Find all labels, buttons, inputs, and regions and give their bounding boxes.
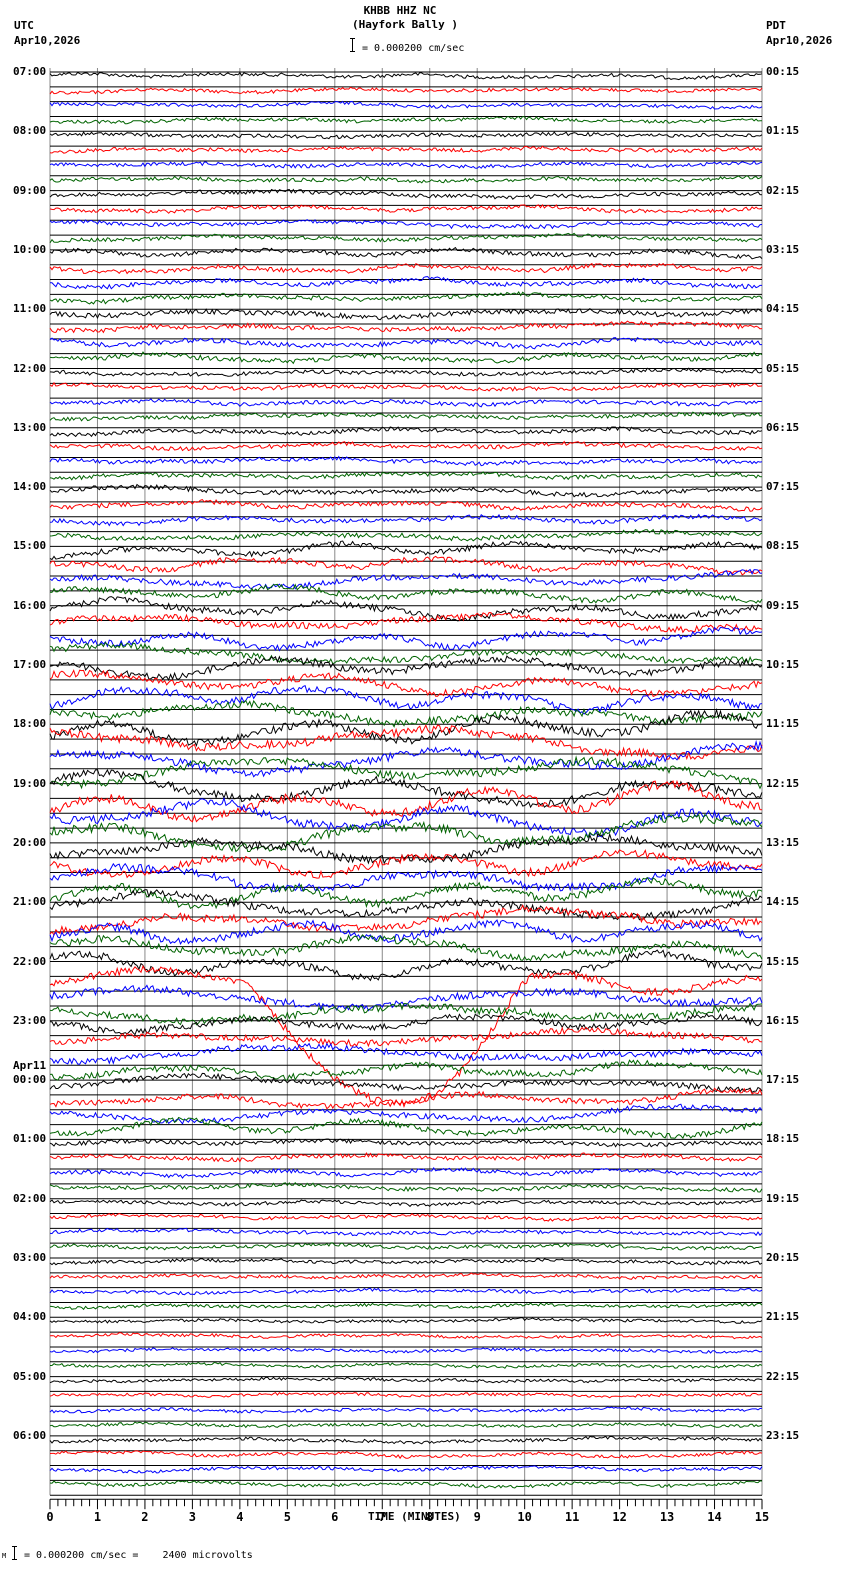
right-hour-label: 16:15	[766, 1013, 800, 1027]
left-hour-label: 07:00	[13, 65, 47, 78]
left-hour-label: 15:00	[13, 539, 47, 553]
right-hour-label: 19:15	[766, 1191, 800, 1205]
scale-text: = 0.000200 cm/sec	[362, 43, 465, 54]
right-hour-label: 21:15	[766, 1310, 800, 1324]
left-hour-label: 02:00	[13, 1191, 47, 1205]
right-date: Apr10,2026	[766, 34, 833, 47]
x-tick-label: 15	[754, 1510, 770, 1525]
left-hour-label: 23:00	[13, 1013, 47, 1027]
station-location: (Hayfork Bally )	[352, 18, 458, 31]
x-tick-label: 14	[707, 1510, 722, 1525]
left-hour-label: 10:00	[13, 242, 47, 256]
station-title: KHBB HHZ NC	[363, 4, 437, 17]
left-hour-label: 14:00	[13, 480, 47, 494]
left-hour-label: 16:00	[13, 598, 47, 612]
right-hour-label: 03:15	[766, 242, 800, 256]
footer-marker: M	[2, 1552, 7, 1560]
left-hour-label: 18:00	[13, 717, 47, 731]
x-tick-label: 8	[426, 1510, 434, 1525]
x-axis-label: TIME (MINUTES)	[368, 1510, 461, 1523]
right-hour-label: 22:15	[766, 1369, 800, 1383]
right-hour-label: 09:15	[766, 598, 800, 612]
left-hour-label: 09:00	[13, 183, 47, 197]
right-hour-label: 11:15	[766, 717, 800, 731]
x-tick-label: 5	[283, 1510, 291, 1525]
right-hour-label: 02:15	[766, 183, 800, 197]
right-hour-label: 06:15	[766, 420, 800, 434]
x-tick-label: 2	[141, 1510, 149, 1525]
left-hour-label: 06:00	[13, 1428, 47, 1442]
x-tick-label: 11	[564, 1510, 580, 1525]
left-hour-label: 03:00	[13, 1251, 47, 1264]
right-hour-label: 18:15	[766, 1132, 800, 1146]
left-hour-label: 01:00	[13, 1132, 47, 1146]
right-hour-label: 15:15	[766, 954, 800, 968]
left-date: Apr10,2026	[14, 34, 81, 47]
right-hour-label: 07:15	[766, 480, 800, 494]
right-hour-label: 13:15	[766, 835, 800, 849]
right-hour-label: 10:15	[766, 658, 800, 671]
left-hour-label: 19:00	[13, 776, 47, 790]
left-hour-label: 20:00	[13, 835, 47, 849]
right-hour-label: 05:15	[766, 361, 800, 375]
right-hour-label: 14:15	[766, 895, 800, 909]
right-hour-label: 08:15	[766, 539, 800, 553]
x-tick-label: 10	[517, 1510, 532, 1525]
right-hour-label: 00:15	[766, 65, 800, 78]
left-hour-label: 08:00	[13, 124, 47, 138]
footer-scale-text: = 0.000200 cm/sec = 2400 microvolts	[24, 1550, 253, 1561]
right-hour-label: 04:15	[766, 302, 800, 316]
right-hour-label: 17:15	[766, 1073, 800, 1087]
x-tick-label: 12	[612, 1510, 627, 1525]
left-hour-label: 12:00	[13, 361, 47, 375]
left-hour-label: 22:00	[13, 954, 47, 968]
right-hour-label: 20:15	[766, 1251, 800, 1264]
left-hour-label: 04:00	[13, 1310, 47, 1324]
right-timezone: PDT	[766, 19, 786, 32]
right-hour-label: 01:15	[766, 124, 800, 138]
left-timezone: UTC	[14, 19, 34, 32]
date-change-label: Apr11	[13, 1059, 47, 1073]
footer-scale-bar-icon	[12, 1546, 20, 1560]
x-tick-label: 9	[473, 1510, 481, 1525]
right-hour-label: 23:15	[766, 1428, 800, 1442]
left-hour-label: 17:00	[13, 658, 47, 671]
left-hour-label: 13:00	[13, 420, 47, 434]
x-tick-label: 3	[188, 1510, 197, 1525]
left-hour-label: 21:00	[13, 895, 47, 909]
x-tick-label: 6	[331, 1510, 339, 1525]
x-tick-label: 7	[378, 1510, 386, 1525]
x-tick-label: 1	[93, 1510, 102, 1525]
scale-bar-icon	[350, 38, 358, 52]
left-hour-label: 11:00	[13, 302, 47, 316]
left-hour-label: 00:00	[13, 1073, 47, 1087]
left-hour-label: 05:00	[13, 1369, 47, 1383]
x-tick-label: 13	[659, 1510, 675, 1525]
x-tick-label: 4	[236, 1510, 244, 1525]
right-hour-label: 12:15	[766, 776, 800, 790]
x-tick-label: 0	[46, 1510, 54, 1525]
